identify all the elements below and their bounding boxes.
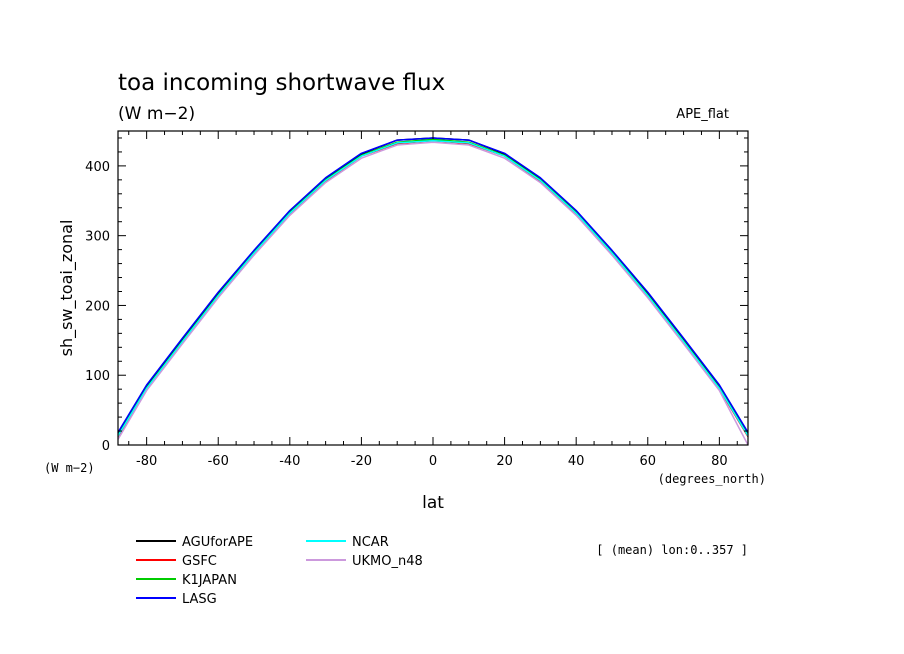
legend-label: K1JAPAN xyxy=(182,573,237,588)
series-line-0 xyxy=(117,137,749,434)
y-tick-label: 100 xyxy=(85,369,110,384)
legend-label: GSFC xyxy=(182,554,217,569)
series-line-1 xyxy=(117,140,749,437)
x-tick-label: 20 xyxy=(496,454,513,469)
series-line-2 xyxy=(117,138,749,436)
y-axis-label: sh_sw_toai_zonal xyxy=(57,220,77,357)
plot-frame xyxy=(117,130,749,446)
x-tick-label: 60 xyxy=(639,454,656,469)
y-units-label: (W m−2) xyxy=(44,461,95,475)
x-units-label: (degrees_north) xyxy=(658,472,766,486)
plot-lines xyxy=(117,137,749,446)
y-tick-label: 200 xyxy=(85,299,110,314)
legend-label: UKMO_n48 xyxy=(352,554,423,569)
y-axis: 0 100 200 300 400 xyxy=(85,137,748,454)
x-tick-label: -40 xyxy=(279,454,300,469)
mean-note: [ (mean) lon:0..357 ] xyxy=(596,543,748,557)
series-line-3 xyxy=(117,137,749,433)
x-tick-label: -60 xyxy=(208,454,229,469)
legend-label: NCAR xyxy=(352,535,389,550)
x-tick-label: -80 xyxy=(136,454,157,469)
x-tick-label: 80 xyxy=(711,454,728,469)
x-tick-label: 40 xyxy=(568,454,585,469)
x-tick-label: -20 xyxy=(351,454,372,469)
x-tick-label: 0 xyxy=(429,454,437,469)
y-tick-label: 300 xyxy=(85,230,110,245)
chart-subtitle: (W m−2) xyxy=(118,104,195,124)
y-tick-label: 400 xyxy=(85,160,110,175)
y-tick-label: 0 xyxy=(102,439,110,454)
x-axis-label: lat xyxy=(422,493,444,513)
experiment-label: APE_flat xyxy=(676,107,729,122)
legend-label: LASG xyxy=(182,592,217,607)
series-line-5 xyxy=(117,141,749,446)
x-axis: -80 -60 -40 -20 0 20 40 60 80 xyxy=(128,131,738,469)
chart-title: toa incoming shortwave flux xyxy=(118,70,445,96)
legend-label: AGUforAPE xyxy=(182,535,253,550)
legend: AGUforAPE GSFC K1JAPAN LASG NCAR UKMO_n48 xyxy=(136,535,423,607)
series-line-4 xyxy=(117,140,749,437)
